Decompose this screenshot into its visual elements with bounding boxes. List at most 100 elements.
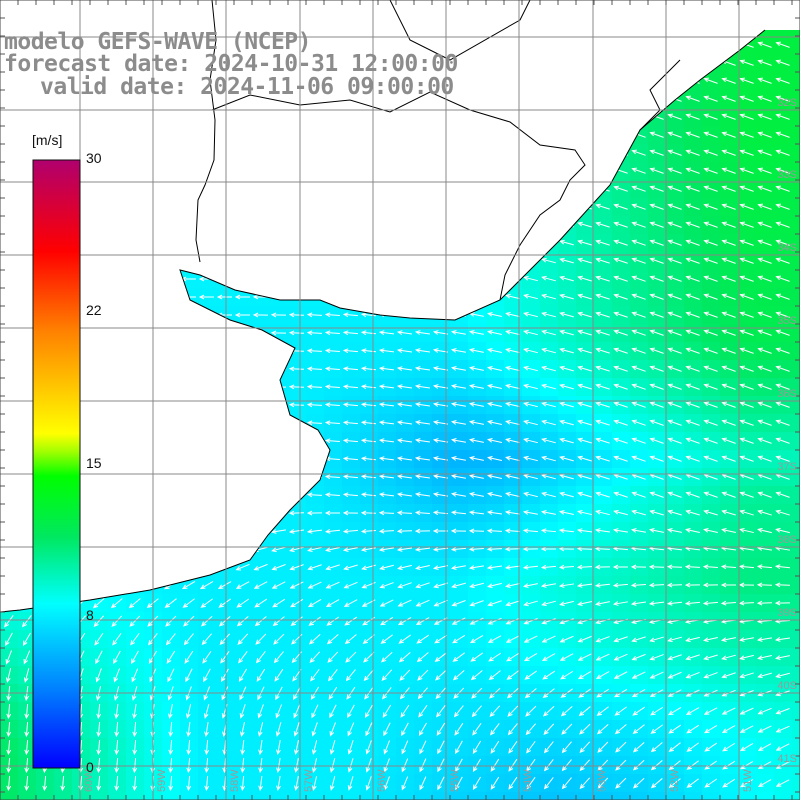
wind-arrow bbox=[721, 725, 736, 733]
wind-arrow bbox=[396, 438, 413, 443]
wind-arrow bbox=[739, 455, 754, 462]
wind-arrow bbox=[419, 758, 427, 773]
wind-arrow bbox=[541, 473, 556, 480]
wind-arrow bbox=[325, 599, 340, 608]
wind-arrow bbox=[667, 437, 682, 444]
wind-arrow bbox=[649, 365, 664, 372]
wind-arrow bbox=[613, 347, 628, 354]
wind-speed-cell bbox=[792, 792, 800, 800]
wind-arrow bbox=[702, 564, 719, 570]
wind-arrow bbox=[739, 95, 754, 102]
wind-arrow bbox=[649, 347, 664, 354]
wind-arrow bbox=[185, 704, 192, 719]
inland-border-lines bbox=[195, 0, 681, 301]
wind-arrow bbox=[667, 383, 682, 390]
wind-arrow bbox=[577, 257, 592, 264]
wind-arrow bbox=[595, 329, 610, 336]
wind-arrow bbox=[613, 653, 628, 661]
wind-arrow bbox=[311, 740, 318, 755]
wind-arrow bbox=[433, 617, 448, 625]
wind-arrow bbox=[310, 669, 320, 682]
wind-arrow bbox=[325, 564, 340, 571]
wind-arrow bbox=[468, 565, 484, 570]
latitude-label: 39S bbox=[777, 607, 797, 619]
wind-arrow bbox=[523, 618, 538, 625]
wind-arrow bbox=[739, 383, 754, 390]
wind-arrow bbox=[631, 275, 646, 282]
wind-arrow bbox=[561, 777, 572, 790]
wind-speed-cell bbox=[792, 504, 800, 523]
wind-arrow bbox=[757, 401, 772, 408]
wind-arrow bbox=[577, 401, 592, 408]
wind-arrow bbox=[289, 581, 304, 589]
wind-arrow bbox=[559, 401, 574, 408]
wind-arrow bbox=[685, 671, 700, 679]
wind-arrow bbox=[578, 706, 591, 717]
wind-arrow bbox=[450, 420, 466, 425]
wind-arrow bbox=[450, 384, 466, 389]
wind-arrow bbox=[5, 650, 12, 665]
wind-arrow bbox=[468, 528, 485, 534]
wind-arrow bbox=[594, 564, 611, 570]
wind-arrow bbox=[326, 634, 339, 645]
wind-arrow bbox=[595, 401, 610, 408]
wind-arrow bbox=[288, 402, 305, 408]
wind-arrow bbox=[561, 759, 572, 772]
wind-arrow bbox=[685, 491, 700, 498]
wind-arrow bbox=[469, 420, 484, 425]
wind-speed-cell bbox=[792, 180, 800, 199]
wind-speed-cell bbox=[792, 144, 800, 163]
wind-arrow bbox=[721, 383, 736, 390]
wind-arrow bbox=[721, 185, 736, 192]
wind-arrow bbox=[272, 616, 285, 627]
wind-arrow bbox=[221, 668, 229, 683]
wind-arrow bbox=[452, 652, 465, 662]
wind-arrow bbox=[418, 722, 427, 737]
wind-arrow bbox=[595, 455, 610, 462]
wind-arrow bbox=[560, 670, 574, 680]
wind-arrow bbox=[433, 582, 448, 589]
wind-arrow bbox=[240, 739, 246, 756]
wind-arrow bbox=[721, 455, 736, 462]
wind-arrow bbox=[631, 419, 646, 426]
wind-arrow bbox=[324, 330, 341, 336]
wind-arrow bbox=[523, 311, 538, 318]
wind-arrow bbox=[721, 509, 736, 516]
wind-speed-cell bbox=[792, 54, 800, 73]
wind-arrow bbox=[577, 221, 592, 228]
wind-arrow bbox=[311, 722, 318, 737]
wind-arrow bbox=[396, 456, 413, 461]
wind-arrow bbox=[541, 257, 556, 264]
wind-arrow bbox=[541, 383, 556, 390]
wind-arrow bbox=[685, 149, 700, 156]
wind-speed-cell bbox=[432, 792, 451, 800]
wind-arrow bbox=[342, 438, 359, 444]
wind-arrow bbox=[130, 650, 139, 665]
wind-arrow bbox=[721, 203, 736, 210]
wind-arrow bbox=[342, 312, 359, 318]
wind-speed-cell bbox=[162, 792, 181, 800]
wind-arrow bbox=[450, 330, 466, 335]
wind-arrow bbox=[667, 365, 682, 372]
wind-arrow bbox=[5, 632, 13, 647]
wind-speed-cell bbox=[792, 288, 800, 307]
wind-arrow bbox=[234, 294, 250, 300]
wind-arrow bbox=[96, 721, 102, 738]
wind-speed-cell bbox=[720, 792, 739, 800]
longitude-label: 53W bbox=[596, 769, 608, 792]
wind-arrow bbox=[612, 582, 629, 588]
wind-arrow bbox=[347, 740, 354, 755]
longitude-label: 58W bbox=[229, 769, 241, 792]
wind-arrow bbox=[595, 437, 610, 444]
wind-arrow bbox=[739, 167, 754, 174]
wind-arrow bbox=[757, 293, 772, 300]
wind-arrow bbox=[775, 437, 790, 444]
wind-arrow bbox=[577, 601, 592, 607]
wind-arrow bbox=[684, 600, 701, 606]
longitude-label: 55W bbox=[449, 769, 461, 792]
wind-arrow bbox=[183, 633, 194, 646]
wind-speed-cell bbox=[792, 324, 800, 343]
wind-speed-cell bbox=[792, 594, 800, 613]
wind-arrow bbox=[721, 527, 736, 534]
